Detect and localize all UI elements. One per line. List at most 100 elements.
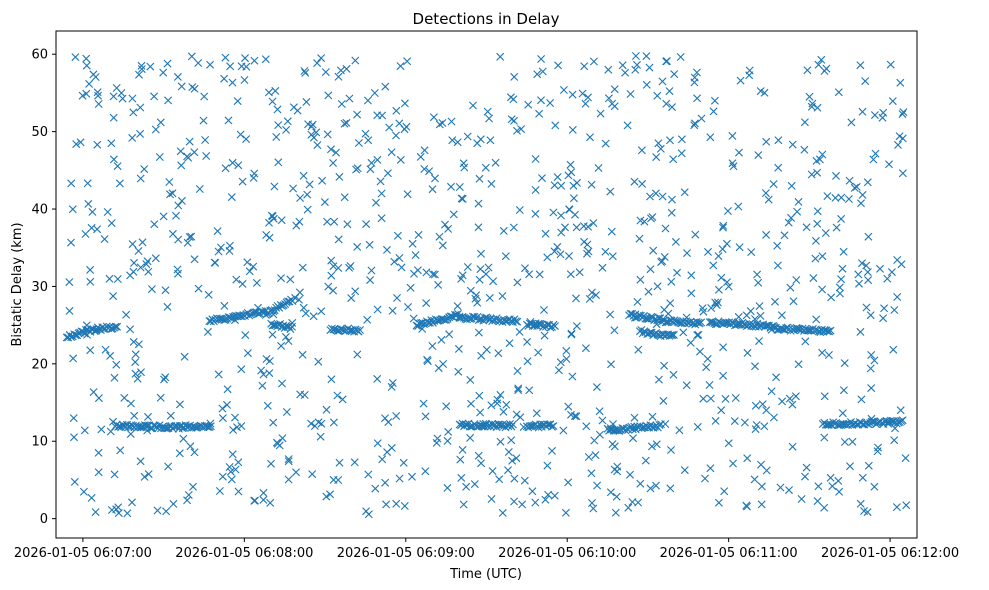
data-point xyxy=(866,311,875,320)
data-point xyxy=(466,375,475,384)
data-point xyxy=(144,267,153,276)
data-point xyxy=(631,65,640,74)
data-point xyxy=(411,251,420,260)
data-point xyxy=(146,62,155,71)
data-point xyxy=(792,276,801,284)
data-point xyxy=(396,155,405,164)
data-point xyxy=(509,223,518,232)
data-point xyxy=(604,65,613,74)
data-point xyxy=(805,92,814,101)
data-point xyxy=(173,72,182,81)
data-point xyxy=(109,155,118,164)
data-point xyxy=(107,219,116,228)
data-point xyxy=(475,391,484,400)
data-point xyxy=(544,490,553,499)
data-point xyxy=(889,345,898,354)
data-point xyxy=(852,182,861,191)
data-point xyxy=(381,414,389,423)
data-point xyxy=(747,248,756,257)
data-point xyxy=(773,261,782,270)
chart-title: Detections in Delay xyxy=(413,10,560,28)
data-point xyxy=(654,375,663,384)
data-point xyxy=(136,263,145,272)
data-point xyxy=(856,61,865,70)
data-point xyxy=(858,107,867,116)
data-point xyxy=(719,221,728,230)
data-point xyxy=(476,265,485,274)
data-point xyxy=(820,433,829,442)
data-point xyxy=(243,258,252,267)
data-point xyxy=(454,367,463,376)
data-point xyxy=(876,264,884,273)
data-point xyxy=(580,62,589,71)
data-point xyxy=(109,113,118,122)
data-point xyxy=(277,341,286,350)
data-point xyxy=(471,294,480,303)
data-point xyxy=(324,91,333,100)
data-point xyxy=(760,422,769,431)
data-point xyxy=(215,487,224,495)
data-point xyxy=(776,483,785,492)
data-point xyxy=(313,59,322,68)
data-point xyxy=(538,67,547,76)
data-point xyxy=(813,497,822,506)
plot-area-frame xyxy=(55,30,918,539)
data-point xyxy=(408,239,417,248)
data-point xyxy=(172,211,180,220)
data-point xyxy=(377,214,386,223)
data-point xyxy=(487,495,496,503)
data-point xyxy=(345,94,354,103)
data-point xyxy=(567,329,576,338)
data-point xyxy=(533,70,542,79)
data-point xyxy=(137,368,145,377)
data-point xyxy=(392,106,401,115)
data-point xyxy=(473,298,482,307)
y-tick-label: 60 xyxy=(31,48,48,63)
data-point xyxy=(232,275,241,284)
data-point xyxy=(666,331,675,340)
data-point xyxy=(513,367,522,375)
data-point xyxy=(733,320,742,329)
x-tick-label: 2026-01-05 06:12:00 xyxy=(821,546,959,561)
data-point xyxy=(669,155,678,164)
data-point xyxy=(420,146,429,155)
data-point xyxy=(583,240,592,249)
data-point xyxy=(223,385,232,394)
data-point xyxy=(757,482,766,491)
data-point xyxy=(838,264,847,273)
data-point xyxy=(661,318,670,327)
data-point xyxy=(434,364,443,373)
data-point xyxy=(467,399,475,408)
data-point xyxy=(591,451,600,460)
data-point xyxy=(698,304,707,313)
data-point xyxy=(837,275,846,284)
data-point xyxy=(835,487,844,496)
data-point xyxy=(610,326,619,335)
data-point xyxy=(581,344,590,353)
data-point xyxy=(498,292,507,300)
data-point xyxy=(861,77,870,86)
data-point xyxy=(769,180,778,189)
data-point xyxy=(537,55,546,63)
data-point xyxy=(660,253,669,261)
data-point xyxy=(403,57,412,66)
data-point xyxy=(608,252,617,261)
data-point xyxy=(604,94,613,103)
data-point xyxy=(453,302,462,311)
data-point xyxy=(523,357,532,366)
data-point xyxy=(569,194,578,203)
data-point xyxy=(556,358,565,367)
data-point xyxy=(811,254,820,263)
data-point xyxy=(308,120,317,129)
data-point xyxy=(636,479,645,488)
data-point xyxy=(352,165,361,174)
data-point xyxy=(327,375,336,384)
data-point xyxy=(691,230,700,239)
data-point xyxy=(218,414,227,423)
data-point xyxy=(390,257,399,266)
data-point xyxy=(677,149,686,158)
data-point xyxy=(97,425,106,434)
data-point xyxy=(400,125,409,134)
data-point xyxy=(190,148,199,157)
data-point xyxy=(364,136,373,145)
